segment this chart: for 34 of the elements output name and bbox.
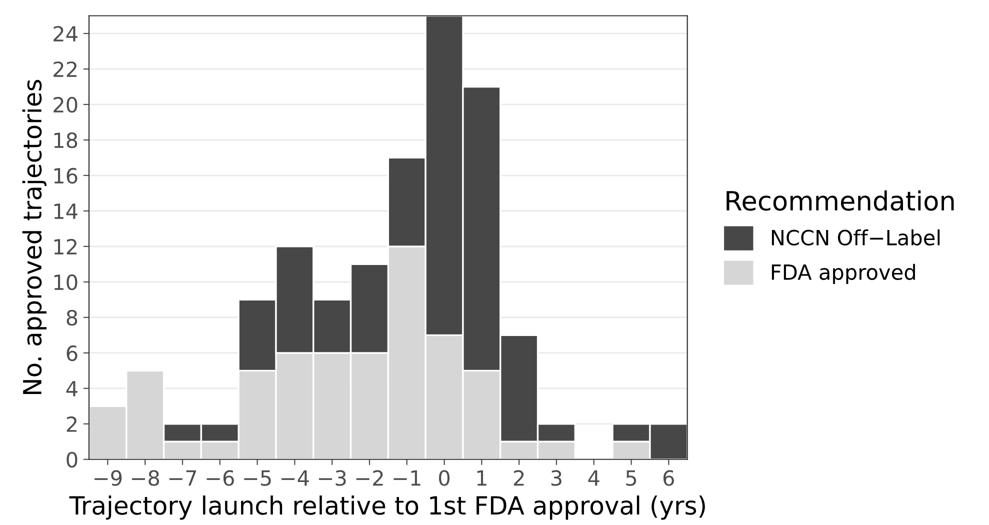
y-tick-label: 8 — [66, 310, 78, 326]
y-tick-label: 20 — [54, 96, 78, 113]
legend-label: FDA approved — [772, 264, 915, 284]
y-tick-label: 6 — [66, 345, 78, 362]
x-tick-label: −2 — [356, 470, 383, 486]
x-tick-label: 2 — [514, 470, 524, 486]
x-tick-label: −7 — [169, 470, 196, 486]
x-axis-title: Trajectory launch relative to 1st FDA approval (yrs) — [69, 496, 705, 520]
y-tick-label: 2 — [66, 416, 77, 432]
x-tick-label: −4 — [282, 470, 309, 486]
legend-label: NCCN Off−Label — [772, 229, 940, 246]
x-tick-label: 1 — [477, 470, 486, 486]
x-tick-label: 0 — [439, 470, 450, 486]
x-tick-label: −1 — [394, 470, 420, 486]
x-tick-label: 3 — [551, 470, 562, 486]
x-tick-label: −9 — [94, 470, 122, 486]
y-tick-label: 4 — [66, 381, 78, 396]
y-axis-title: No. approved trajectories — [22, 80, 47, 394]
x-tick-label: 6 — [663, 470, 674, 486]
y-tick-label: 24 — [54, 26, 78, 42]
y-tick-label: 0 — [66, 452, 78, 468]
y-tick-label: 16 — [54, 168, 78, 184]
y-tick-label: 14 — [54, 204, 78, 219]
x-tick-label: −3 — [318, 470, 346, 486]
y-tick-label: 22 — [54, 61, 77, 77]
y-tick-label: 10 — [54, 274, 78, 290]
x-tick-label: 5 — [626, 470, 636, 486]
x-tick-label: −6 — [206, 470, 234, 486]
x-tick-label: 4 — [588, 470, 600, 486]
y-tick-label: 12 — [54, 238, 77, 254]
x-tick-label: −8 — [132, 470, 160, 486]
x-tick-label: −5 — [244, 470, 271, 486]
y-tick-label: 18 — [54, 132, 78, 148]
legend-title: Recommendation — [726, 190, 954, 211]
